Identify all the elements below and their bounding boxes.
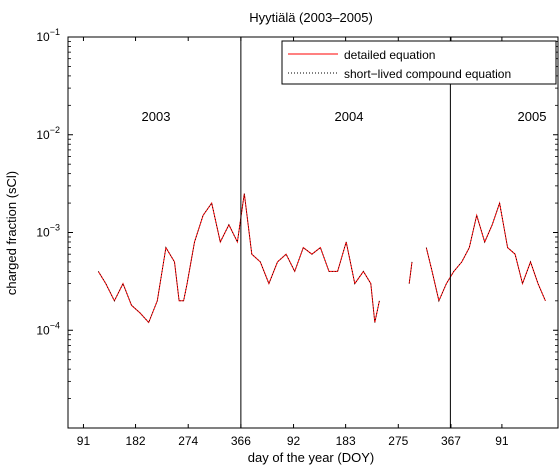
x-tick-label: 367 bbox=[441, 434, 461, 448]
y-axis-label: charged fraction (sCl) bbox=[4, 171, 19, 295]
tick-layer: 91 182 274 366 92 183 275 367 91 10−1 10−2 10−3 10−4 bbox=[36, 27, 558, 448]
x-tick-label: 183 bbox=[336, 434, 356, 448]
year-label-2004: 2004 bbox=[335, 109, 364, 124]
year-label-2003: 2003 bbox=[142, 109, 171, 124]
x-tick-label: 274 bbox=[178, 434, 198, 448]
legend: detailed equation short−lived compound e… bbox=[281, 40, 557, 85]
y-tick-label: 10−1 bbox=[36, 27, 60, 44]
x-tick-label: 275 bbox=[388, 434, 408, 448]
y-tick-label: 10−3 bbox=[36, 223, 60, 240]
legend-label-detailed: detailed equation bbox=[344, 48, 435, 62]
y-axis-label-group: charged fraction (sCl) bbox=[4, 171, 19, 295]
plot-frame bbox=[67, 36, 559, 429]
y-tick-label: 10−4 bbox=[36, 320, 60, 337]
legend-box bbox=[281, 40, 557, 85]
year-label-2005: 2005 bbox=[518, 109, 547, 124]
x-tick-label: 92 bbox=[287, 434, 301, 448]
series-line-detailed bbox=[97, 193, 380, 324]
series-line-short-lived bbox=[408, 261, 413, 284]
x-tick-label: 91 bbox=[495, 434, 509, 448]
x-tick-label: 366 bbox=[231, 434, 251, 448]
chart-title: Hyytiälä (2003–2005) bbox=[249, 10, 373, 25]
plot-area bbox=[68, 37, 558, 428]
series-line-short-lived bbox=[425, 201, 546, 303]
x-tick-label: 91 bbox=[77, 434, 91, 448]
legend-label-short-lived: short−lived compound equation bbox=[344, 67, 511, 81]
x-tick-label: 182 bbox=[126, 434, 146, 448]
year-separator-layer bbox=[240, 37, 451, 428]
y-tick-label: 10−2 bbox=[36, 125, 60, 142]
series-layer bbox=[97, 193, 546, 324]
x-axis-label: day of the year (DOY) bbox=[248, 450, 374, 465]
